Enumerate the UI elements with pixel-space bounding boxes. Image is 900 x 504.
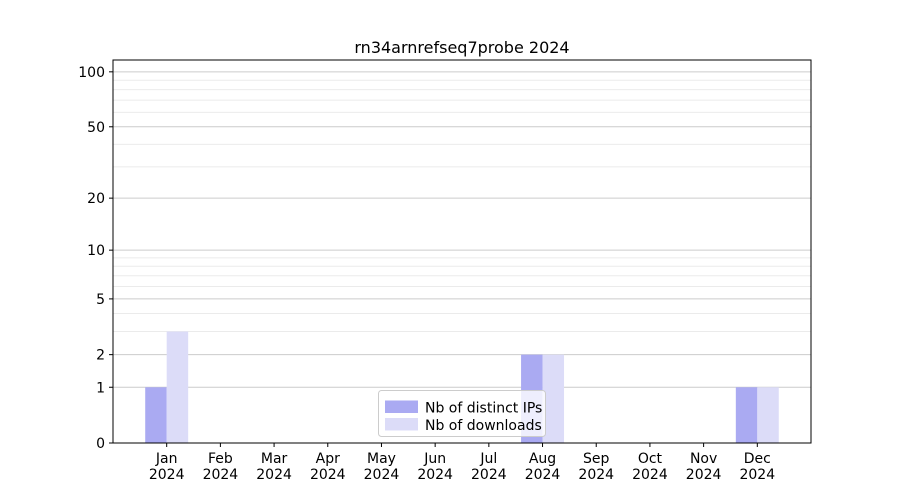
x-tick-label-year: 2024	[471, 467, 507, 483]
legend: Nb of distinct IPs Nb of downloads	[378, 390, 546, 437]
x-tick-label-year: 2024	[149, 467, 185, 483]
x-tick-label-year: 2024	[310, 467, 346, 483]
x-tick-label-month: Jan	[155, 451, 178, 467]
chart-title: rn34arnrefseq7probe 2024	[354, 38, 569, 57]
bar-downloads-dec	[757, 387, 779, 443]
y-tick-label: 10	[87, 243, 105, 259]
legend-label-downloads: Nb of downloads	[425, 418, 542, 434]
y-tick-label: 1	[96, 380, 105, 396]
y-tick-label: 0	[96, 436, 105, 452]
y-tick-label: 5	[96, 292, 105, 308]
x-tick-label-month: Nov	[690, 451, 717, 467]
x-tick-label-year: 2024	[578, 467, 614, 483]
x-tick-label-month: Jul	[479, 451, 497, 467]
bar-distinct-ips-dec	[735, 387, 758, 443]
y-tick-label: 20	[87, 191, 105, 207]
x-tick-label-month: Feb	[208, 451, 233, 467]
x-axis: Jan2024Feb2024Mar2024Apr2024May2024Jun20…	[149, 443, 775, 483]
bar-downloads-aug	[542, 354, 565, 443]
legend-box	[378, 390, 546, 437]
bar-distinct-ips-jan	[145, 387, 167, 443]
y-axis: 0 1 2 5 10 20 50 100	[78, 65, 113, 452]
x-tick-label-year: 2024	[525, 467, 561, 483]
x-tick-label-year: 2024	[256, 467, 292, 483]
bar-downloads-jan	[166, 331, 189, 443]
x-tick-label-year: 2024	[417, 467, 453, 483]
x-tick-label-month: Apr	[316, 451, 340, 467]
major-gridlines	[113, 71, 811, 388]
x-tick-label-year: 2024	[739, 467, 775, 483]
legend-label-distinct-ips: Nb of distinct IPs	[425, 401, 542, 417]
x-tick-label-year: 2024	[686, 467, 722, 483]
x-tick-label-year: 2024	[632, 467, 668, 483]
x-tick-label-year: 2024	[203, 467, 239, 483]
y-tick-label: 2	[96, 348, 105, 364]
x-tick-label-month: May	[367, 451, 396, 467]
minor-gridlines	[113, 79, 811, 333]
x-tick-label-month: Mar	[261, 451, 288, 467]
legend-swatch-downloads	[385, 418, 418, 431]
y-tick-label: 100	[78, 65, 105, 81]
x-tick-label-month: Oct	[638, 451, 663, 467]
x-tick-label-month: Jun	[423, 451, 446, 467]
x-tick-label-month: Aug	[529, 451, 556, 467]
y-tick-label: 50	[87, 120, 105, 136]
plot-border	[112, 59, 812, 444]
x-tick-label-month: Dec	[744, 451, 771, 467]
x-tick-label-month: Sep	[583, 451, 610, 467]
legend-swatch-distinct-ips	[385, 400, 418, 413]
x-tick-label-year: 2024	[364, 467, 400, 483]
